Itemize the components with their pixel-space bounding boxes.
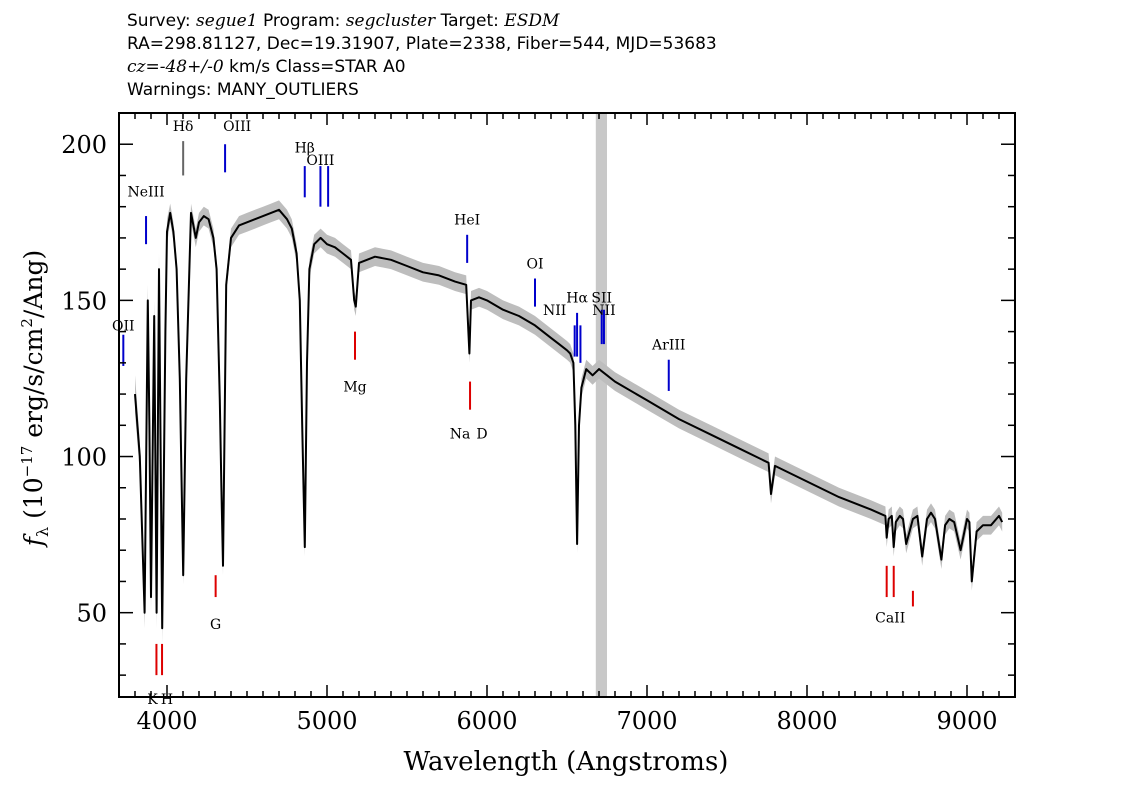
x-tick-label: 4000: [136, 707, 197, 735]
x-tick-label: 7000: [616, 707, 677, 735]
emission-line-label: ArIII: [651, 337, 685, 353]
header-line-coordinates: RA=298.81127, Dec=19.31907, Plate=2338, …: [127, 34, 717, 54]
emission-line-label: NII: [592, 303, 615, 319]
y-tick-label: 150: [61, 287, 107, 315]
spectrum-line: [134, 208, 1004, 630]
masked-region: [595, 114, 607, 696]
emission-line-label: OII: [112, 319, 135, 335]
emission-line-label: OIII: [223, 119, 251, 135]
masked-region-group: [595, 114, 607, 696]
emission-line-label: Hδ: [173, 119, 194, 135]
survey-label: Survey:: [127, 11, 191, 31]
cz-class: km/s Class=STAR A0: [223, 57, 406, 77]
absorption-line-label: K: [147, 692, 158, 708]
emission-line-label: HeI: [454, 213, 480, 229]
program-label: Program:: [262, 11, 341, 31]
target-label: Target:: [440, 11, 499, 31]
target-value: ESDM: [504, 11, 560, 31]
emission-line-label: OIII: [306, 153, 334, 169]
spectrum-header: Survey: segue1 Program: segcluster Targe…: [127, 10, 717, 102]
absorption-line-label: D: [476, 426, 487, 442]
y-tick-label: 50: [76, 600, 107, 628]
survey-value: segue1: [196, 11, 258, 31]
axes-group: 4000 5000 6000 7000 8000 9000 50 100 150 200: [61, 112, 1016, 735]
error-band: [135, 200, 1003, 644]
emission-line-label: NII: [569, 0, 592, 4]
absorption-line-label: CaII: [875, 611, 905, 627]
absorption-line-label: H: [161, 692, 173, 708]
emission-line-label: NeIII: [127, 184, 164, 200]
emission-line-label: NII: [543, 303, 566, 319]
header-line-survey: Survey: segue1 Program: segcluster Targe…: [127, 10, 717, 33]
emission-line-label: Hα: [566, 291, 588, 307]
cz-label: cz=: [127, 57, 160, 77]
emission-line-label: SII: [591, 291, 612, 307]
cz-value: -48+/-0: [159, 57, 224, 77]
absorption-line-label: Na: [450, 426, 471, 442]
header-line-redshift: cz=-48+/-0 km/s Class=STAR A0: [127, 56, 717, 79]
line-markers-group: OIINeIIIHδOIIIHβOIIIHeIOINIIHαNIISIINIIA…: [112, 0, 914, 708]
y-axis-label: fλ (10−17 erg/s/cm2/Ang): [18, 250, 52, 549]
x-tick-label: 6000: [456, 707, 517, 735]
x-axis-label: Wavelength (Angstroms): [404, 747, 729, 777]
header-line-warnings: Warnings: MANY_OUTLIERS: [127, 80, 359, 100]
plot-frame: [118, 112, 1016, 698]
y-tick-label: 100: [61, 444, 107, 472]
x-tick-label: 8000: [776, 707, 837, 735]
spectrum-group: [134, 208, 1004, 630]
x-tick-label: 9000: [936, 707, 997, 735]
absorption-line-label: G: [210, 617, 221, 633]
absorption-line-label: Mg: [343, 380, 366, 396]
x-tick-label: 5000: [296, 707, 357, 735]
error-band-group: [135, 200, 1003, 644]
emission-line-label: OI: [526, 256, 543, 272]
emission-line-label: Hβ: [295, 141, 315, 157]
program-value: segcluster: [345, 11, 436, 31]
y-tick-label: 200: [61, 131, 107, 159]
